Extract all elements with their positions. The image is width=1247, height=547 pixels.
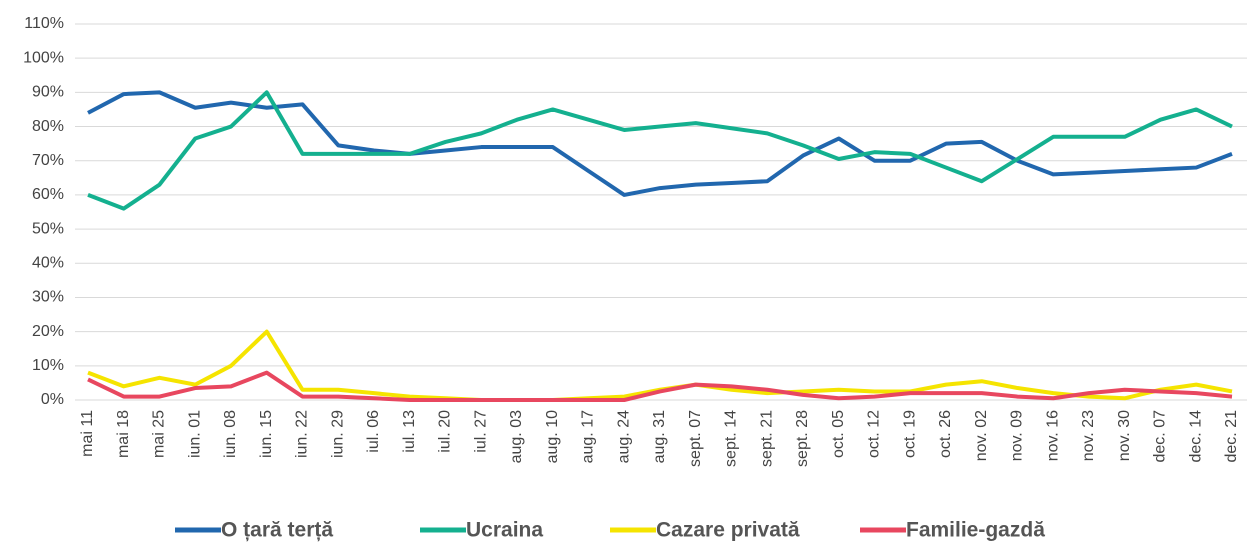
y-tick-label: 40% xyxy=(32,254,64,271)
y-tick-label: 100% xyxy=(23,49,64,66)
x-tick-label: iun. 01 xyxy=(186,410,203,458)
legend-label: Ucraina xyxy=(466,519,543,542)
legend-label: O țară terță xyxy=(221,519,333,542)
x-tick-label: dec. 21 xyxy=(1223,410,1240,463)
y-tick-label: 0% xyxy=(41,391,64,408)
x-tick-label: iul. 27 xyxy=(472,410,489,453)
x-tick-label: mai 18 xyxy=(115,410,132,458)
x-tick-label: aug. 24 xyxy=(615,410,632,463)
x-tick-label: iun. 08 xyxy=(222,410,239,458)
x-tick-label: nov. 23 xyxy=(1080,410,1097,461)
x-tick-label: iul. 20 xyxy=(437,410,454,453)
x-tick-label: iul. 06 xyxy=(365,410,382,453)
x-tick-label: oct. 12 xyxy=(866,410,883,458)
x-tick-label: mai 11 xyxy=(79,410,96,457)
x-tick-label: aug. 03 xyxy=(508,410,525,463)
x-tick-label: mai 25 xyxy=(151,410,168,458)
y-tick-label: 80% xyxy=(32,118,64,135)
x-tick-label: sept. 07 xyxy=(687,410,704,467)
legend-label: Cazare privată xyxy=(656,519,800,542)
x-tick-label: nov. 02 xyxy=(973,410,990,461)
x-tick-label: sept. 14 xyxy=(723,410,740,467)
x-tick-label: dec. 14 xyxy=(1187,410,1204,463)
series-line xyxy=(87,90,1233,211)
x-tick-label: sept. 28 xyxy=(794,410,811,467)
x-tick-label: iul. 13 xyxy=(401,410,418,453)
x-tick-label: sept. 21 xyxy=(758,410,775,467)
x-tick-label: iun. 15 xyxy=(258,410,275,458)
y-tick-label: 70% xyxy=(32,152,64,169)
x-tick-label: nov. 09 xyxy=(1009,410,1026,461)
x-tick-label: nov. 30 xyxy=(1116,410,1133,461)
x-tick-label: aug. 17 xyxy=(580,410,597,463)
x-tick-label: iun. 29 xyxy=(329,410,346,458)
y-tick-label: 90% xyxy=(32,84,64,101)
x-tick-label: oct. 19 xyxy=(901,410,918,458)
legend-label: Familie-gazdă xyxy=(906,519,1045,542)
x-tick-label: oct. 05 xyxy=(830,410,847,458)
x-tick-label: iun. 22 xyxy=(294,410,311,458)
series-line xyxy=(87,370,1233,402)
y-tick-label: 30% xyxy=(32,289,64,306)
y-tick-label: 10% xyxy=(32,357,64,374)
series-line xyxy=(87,90,1233,197)
x-tick-label: aug. 31 xyxy=(651,410,668,463)
y-tick-label: 20% xyxy=(32,323,64,340)
x-tick-label: aug. 10 xyxy=(544,410,561,463)
y-tick-label: 110% xyxy=(24,15,64,32)
x-tick-label: dec. 07 xyxy=(1152,410,1169,463)
y-tick-label: 60% xyxy=(32,186,64,203)
x-tick-label: oct. 26 xyxy=(937,410,954,458)
y-tick-label: 50% xyxy=(32,220,64,237)
x-tick-label: nov. 16 xyxy=(1044,410,1061,461)
